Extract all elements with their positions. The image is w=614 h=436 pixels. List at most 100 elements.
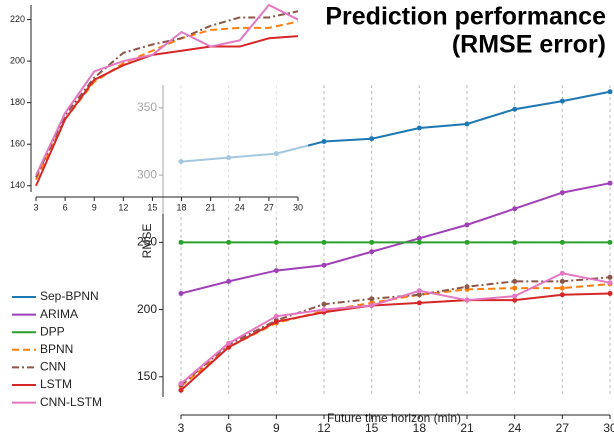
- x-tick-label: 12: [317, 421, 331, 435]
- x-tick-label: 18: [413, 421, 427, 435]
- x-tick-label: 6: [63, 202, 68, 212]
- data-point: [607, 180, 613, 186]
- legend-label: ARIMA: [40, 307, 78, 321]
- x-tick-label: 27: [556, 421, 570, 435]
- x-tick-label: 21: [206, 202, 216, 212]
- data-point: [369, 136, 375, 142]
- legend-label: BPNN: [40, 342, 73, 356]
- y-tick-label: 140: [10, 180, 25, 190]
- data-point: [559, 278, 565, 284]
- data-point: [226, 340, 232, 346]
- data-point: [369, 249, 375, 255]
- x-axis-label: Future time horizon (min): [327, 411, 461, 425]
- x-tick-label: 24: [508, 421, 522, 435]
- data-point: [464, 222, 470, 228]
- y-tick-label: 250: [137, 235, 157, 249]
- data-point: [512, 239, 518, 245]
- data-point: [226, 239, 232, 245]
- data-point: [178, 387, 184, 393]
- legend-label: CNN: [40, 360, 66, 374]
- x-tick-label: 18: [177, 202, 187, 212]
- data-point: [273, 239, 279, 245]
- legend-label: CNN-LSTM: [40, 395, 102, 409]
- data-point: [273, 268, 279, 274]
- x-tick-label: 3: [178, 421, 185, 435]
- y-tick-label: 180: [10, 97, 25, 107]
- chart-title: Prediction performance: [325, 3, 606, 31]
- legend: Sep-BPNN ARIMA DPP BPNN CNN LSTM CNN-LSTM: [12, 289, 102, 409]
- data-point: [607, 239, 613, 245]
- data-point: [321, 262, 327, 268]
- series-line: [180, 276, 611, 386]
- data-point: [559, 190, 565, 196]
- y-tick-label: 150: [137, 369, 157, 383]
- x-tick-label: 30: [603, 421, 614, 435]
- data-point: [607, 290, 613, 296]
- data-point: [607, 89, 613, 95]
- data-point: [464, 239, 470, 245]
- inset-plot: 140 160 180 200 220 3 6 9 12 15 18 21 24 27 30: [2, 0, 308, 214]
- data-point: [178, 381, 184, 387]
- series-line: [180, 182, 611, 295]
- x-tick-label: 9: [273, 421, 280, 435]
- data-point: [416, 239, 422, 245]
- data-point: [512, 206, 518, 212]
- data-point: [512, 278, 518, 284]
- data-point: [559, 98, 565, 104]
- x-tick-label: 15: [365, 421, 379, 435]
- data-point: [464, 121, 470, 127]
- y-tick-label: 160: [10, 139, 25, 149]
- x-tick-label: 3: [33, 202, 38, 212]
- data-point: [273, 319, 279, 325]
- data-point: [464, 297, 470, 303]
- inset-background: [2, 0, 308, 214]
- data-point: [464, 284, 470, 290]
- legend-label: LSTM: [40, 377, 72, 391]
- data-point: [416, 292, 422, 298]
- data-point: [559, 270, 565, 276]
- data-point: [559, 292, 565, 298]
- x-tick-label: 27: [264, 202, 274, 212]
- data-point: [321, 307, 327, 313]
- data-point: [369, 239, 375, 245]
- x-tick-label: 30: [293, 202, 303, 212]
- x-tick-label: 24: [235, 202, 245, 212]
- data-point: [321, 138, 327, 144]
- y-tick-label: 200: [137, 302, 157, 316]
- series-line: [180, 272, 611, 385]
- data-point: [273, 313, 279, 319]
- data-point: [369, 303, 375, 309]
- chart-subtitle: (RMSE error): [452, 31, 606, 59]
- y-tick-label: 220: [10, 14, 25, 24]
- series-line: [35, 10, 299, 178]
- data-point: [416, 288, 422, 294]
- data-point: [226, 278, 232, 284]
- data-point: [178, 290, 184, 296]
- data-point: [512, 293, 518, 299]
- data-point: [559, 285, 565, 291]
- x-tick-label: 15: [147, 202, 157, 212]
- series-line: [35, 3, 299, 176]
- y-axis-label: RMSE: [140, 224, 154, 259]
- data-point: [321, 239, 327, 245]
- data-point: [559, 239, 565, 245]
- x-tick-label: 9: [92, 202, 97, 212]
- data-point: [416, 125, 422, 131]
- data-point: [607, 280, 613, 286]
- data-point: [369, 296, 375, 302]
- x-tick-label: 12: [118, 202, 128, 212]
- x-tick-label: 21: [460, 421, 474, 435]
- data-point: [226, 344, 232, 350]
- legend-label: DPP: [40, 324, 65, 338]
- data-point: [512, 285, 518, 291]
- data-point: [416, 235, 422, 241]
- legend-label: Sep-BPNN: [40, 289, 99, 303]
- data-point: [607, 274, 613, 280]
- series-line: [35, 35, 299, 187]
- data-point: [178, 239, 184, 245]
- x-tick-label: 6: [225, 421, 232, 435]
- data-point: [512, 297, 518, 303]
- series-line: [180, 292, 611, 392]
- data-point: [512, 106, 518, 112]
